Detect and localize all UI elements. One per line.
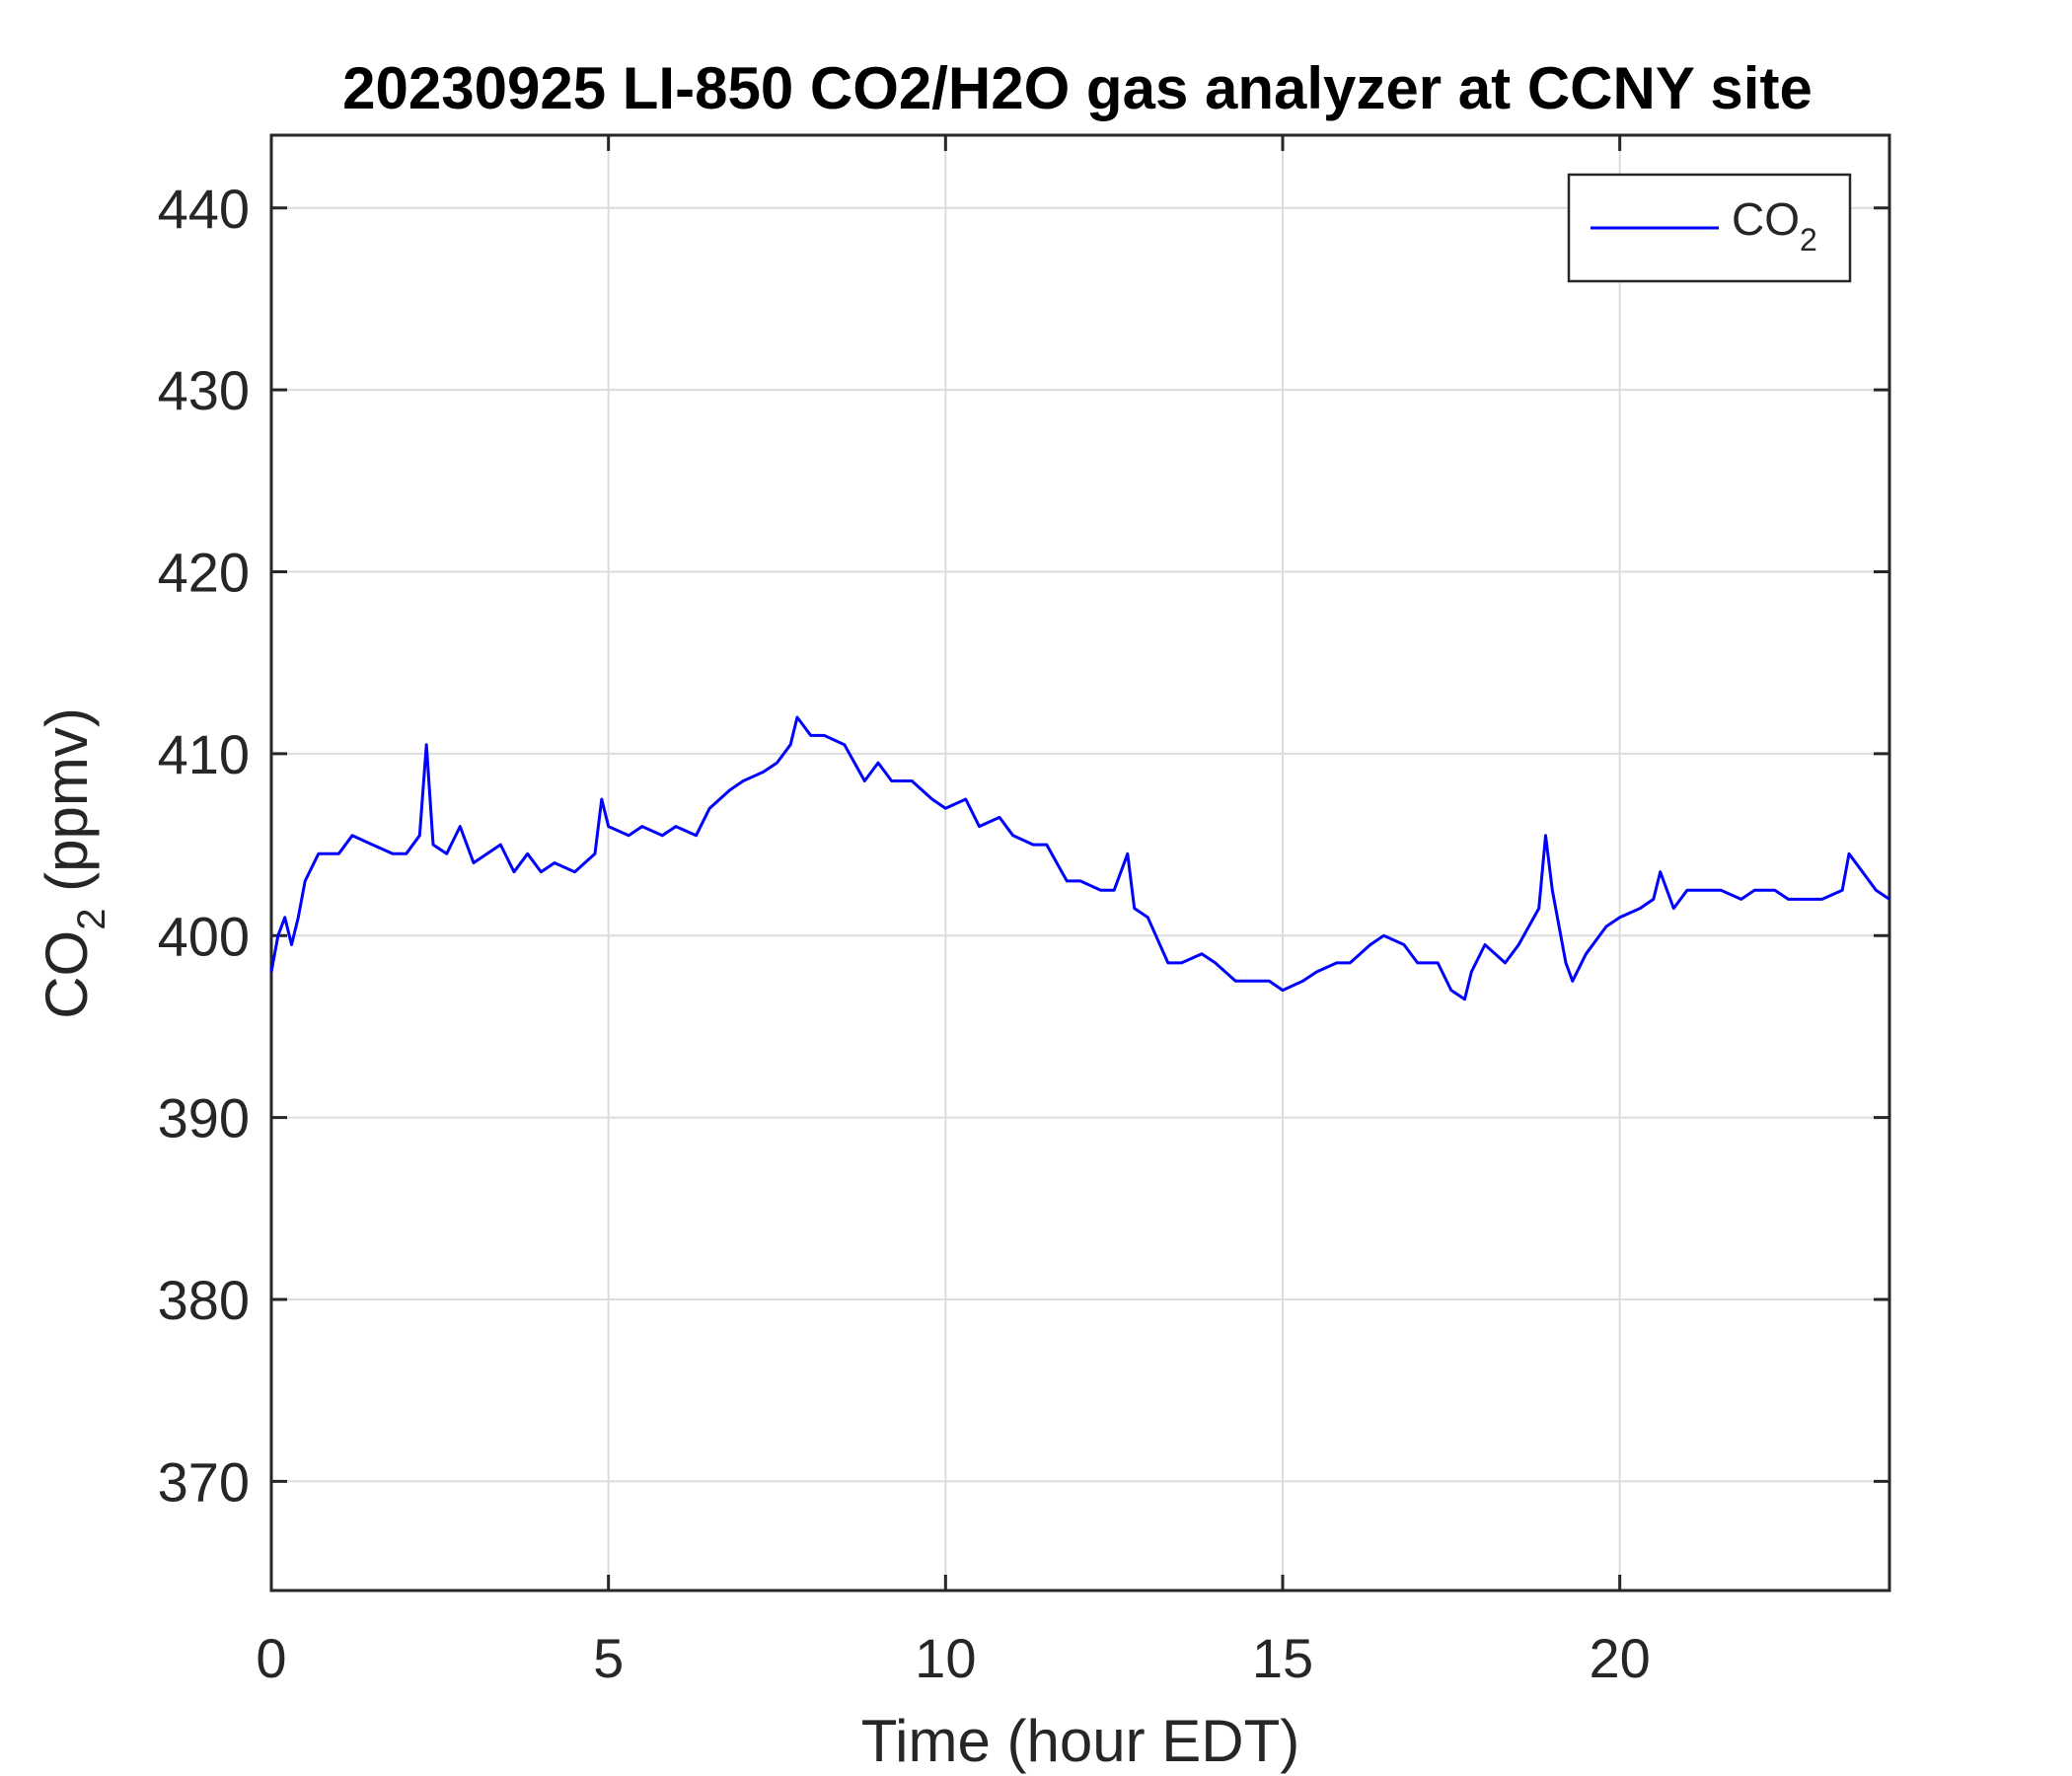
y-axis-label: CO2 (ppmv)	[34, 707, 113, 1019]
series-line-co2	[269, 715, 1890, 1001]
legend: CO2	[1567, 173, 1852, 283]
y-axis-label-suffix: (ppmv)	[34, 707, 100, 908]
grid	[270, 135, 1889, 1591]
x-tick-label: 5	[593, 1627, 624, 1689]
ticks	[269, 135, 1889, 1591]
y-tick-label: 370	[158, 1450, 250, 1513]
legend-label-subscript: 2	[1800, 222, 1817, 258]
y-axis-label-subscript: 2	[70, 909, 113, 930]
plot-area	[269, 133, 1891, 1592]
y-tick-label: 400	[158, 905, 250, 967]
y-tick-label: 440	[158, 178, 250, 240]
y-axis-label-prefix: CO	[34, 930, 100, 1019]
y-tick-label: 420	[158, 542, 250, 604]
x-tick-label: 15	[1252, 1627, 1313, 1689]
chart-title: 20230925 LI-850 CO2/H2O gas analyzer at …	[342, 55, 1813, 121]
x-tick-labels: 0 5 10 15 20	[256, 1627, 1650, 1689]
y-tick-labels: 370 380 390 400 410 420 430 440	[158, 178, 250, 1514]
x-tick-label: 0	[256, 1627, 286, 1689]
x-axis-label: Time (hour EDT)	[861, 1708, 1300, 1774]
x-tick-label: 10	[915, 1627, 976, 1689]
legend-label-co2: CO2	[1732, 193, 1817, 258]
y-tick-label: 390	[158, 1087, 250, 1149]
legend-label-prefix: CO	[1732, 193, 1800, 245]
y-tick-label: 430	[158, 359, 250, 421]
x-tick-label: 20	[1590, 1627, 1651, 1689]
y-tick-label: 380	[158, 1269, 250, 1331]
y-tick-label: 410	[158, 723, 250, 785]
